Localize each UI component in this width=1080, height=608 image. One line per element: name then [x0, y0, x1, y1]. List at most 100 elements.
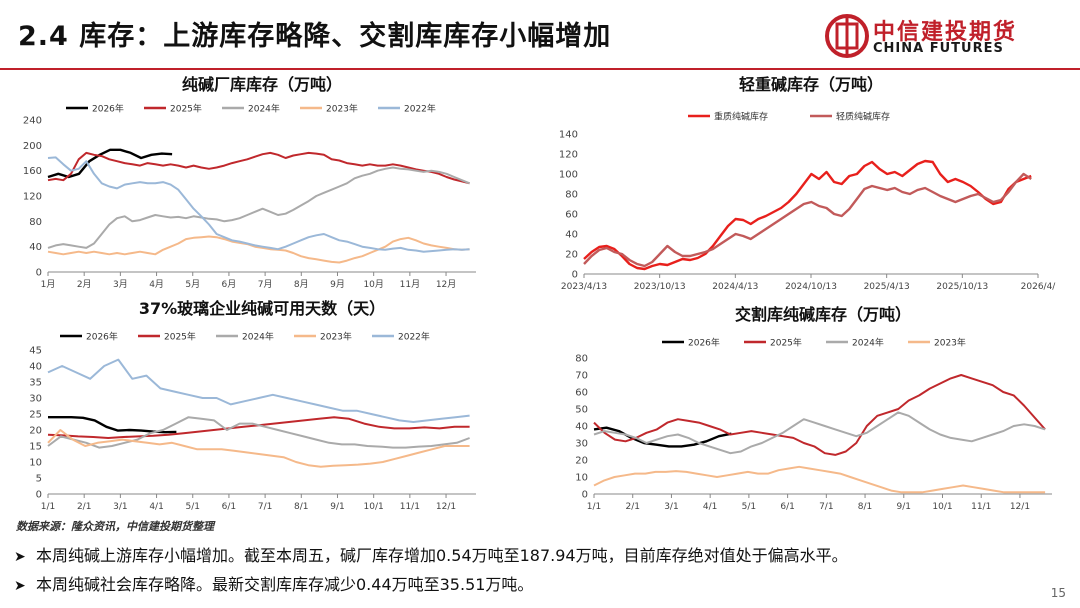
y-tick-label: 70: [575, 371, 588, 382]
legend-label: 2024年: [242, 331, 274, 343]
y-tick-label: 0: [36, 490, 42, 501]
x-tick-label: 2月: [77, 279, 92, 290]
x-tick-label: 2/1: [77, 502, 91, 512]
y-tick-label: 40: [565, 230, 578, 241]
x-tick-label: 12/1: [1010, 502, 1030, 512]
company-logo: 中信建投期货 CHINA FUTURES: [825, 12, 1065, 62]
y-tick-label: 0: [36, 268, 42, 279]
y-tick-label: 20: [29, 426, 42, 437]
x-tick-label: 11/1: [400, 502, 420, 512]
x-tick-label: 11/1: [971, 502, 991, 512]
x-tick-label: 5月: [185, 279, 200, 290]
x-tick-label: 2023/10/13: [634, 282, 686, 292]
x-tick-label: 1/1: [41, 502, 55, 512]
y-tick-label: 15: [29, 442, 42, 453]
x-tick-label: 10月: [363, 279, 383, 290]
x-tick-label: 8月: [294, 279, 309, 290]
x-tick-label: 12/1: [436, 502, 456, 512]
y-tick-label: 25: [29, 410, 42, 421]
page-number: 15: [1050, 586, 1066, 600]
x-tick-label: 9/1: [330, 502, 344, 512]
y-tick-label: 120: [559, 150, 578, 161]
arrow-bullet-icon: ➤: [14, 578, 26, 594]
logo-chinese-name: 中信建投期货: [873, 20, 1018, 45]
chart-title: 交割库纯碱库存（万吨）: [735, 305, 911, 324]
y-tick-label: 40: [29, 242, 42, 253]
y-tick-label: 160: [23, 166, 42, 177]
y-tick-label: 10: [575, 473, 588, 484]
x-tick-label: 6/1: [222, 502, 236, 512]
page-title: 2.4 库存：上游库存略降、交割库库存小幅增加: [18, 21, 612, 52]
title-divider: [0, 68, 1080, 70]
y-tick-label: 80: [565, 190, 578, 201]
series-line: [47, 156, 470, 253]
x-tick-label: 2024/10/13: [785, 282, 837, 292]
x-tick-label: 7月: [258, 279, 273, 290]
legend-label: 2026年: [92, 103, 124, 115]
x-tick-label: 10/1: [364, 502, 384, 512]
bullet-text: 本周纯碱社会库存略降。最新交割库库存减少0.44万吨至35.51万吨。: [36, 575, 534, 594]
series-line: [583, 172, 1032, 268]
y-tick-label: 45: [29, 346, 42, 357]
series-line: [593, 465, 1046, 494]
x-tick-label: 8/1: [294, 502, 308, 512]
series-line: [593, 374, 1046, 456]
x-tick-label: 1月: [41, 279, 56, 290]
legend-label: 2024年: [248, 103, 280, 115]
series-line: [593, 426, 732, 448]
legend-label: 2023年: [934, 337, 966, 349]
x-tick-label: 3/1: [664, 502, 678, 512]
y-tick-label: 50: [575, 405, 588, 416]
y-tick-label: 0: [572, 270, 578, 281]
arrow-bullet-icon: ➤: [14, 549, 26, 565]
x-tick-label: 4/1: [703, 502, 717, 512]
x-tick-label: 8/1: [858, 502, 872, 512]
series-line: [47, 151, 470, 185]
x-tick-label: 5/1: [742, 502, 756, 512]
x-tick-label: 1/1: [587, 502, 601, 512]
series-line: [48, 415, 177, 434]
legend-label: 2023年: [326, 103, 358, 115]
y-tick-label: 200: [23, 141, 42, 152]
y-tick-label: 80: [575, 354, 588, 365]
y-tick-label: 20: [565, 250, 578, 261]
legend-label: 2026年: [86, 331, 118, 343]
y-tick-label: 10: [29, 458, 42, 469]
x-tick-label: 2025/4/13: [864, 282, 910, 292]
legend-label: 2024年: [852, 337, 884, 349]
y-tick-label: 40: [575, 422, 588, 433]
chart-plant-inventory: 纯碱厂库库存（万吨） 2026年 2025年 2024年 2023年 2022年 0 40 80…: [23, 75, 476, 290]
x-tick-label: 7/1: [258, 502, 272, 512]
bullet-text: 本周纯碱上游库存小幅增加。截至本周五，碱厂库存增加0.54万吨至187.94万吨…: [36, 546, 848, 565]
bullet-point: ➤ 本周纯碱上游库存小幅增加。截至本周五，碱厂库存增加0.54万吨至187.94万…: [14, 542, 848, 566]
legend-label: 2022年: [404, 103, 436, 115]
x-tick-label: 2/1: [625, 502, 639, 512]
legend-label: 2025年: [164, 331, 196, 343]
y-tick-label: 40: [29, 362, 42, 373]
series-line: [583, 159, 1032, 271]
series-line: [593, 411, 1046, 455]
chart-delivery-warehouse-inventory: 交割库纯碱库存（万吨） 2026年 2025年 2024年 2023年 0 10 20 30 40…: [575, 305, 1052, 512]
legend-label: 2022年: [398, 331, 430, 343]
y-tick-label: 100: [559, 170, 578, 181]
x-tick-label: 6月: [222, 279, 237, 290]
x-tick-label: 2026/4/: [1021, 282, 1057, 292]
x-tick-label: 5/1: [185, 502, 199, 512]
legend-label: 2023年: [320, 331, 352, 343]
y-tick-label: 20: [575, 456, 588, 467]
series-line: [47, 235, 470, 264]
legend-label: 2026年: [688, 337, 720, 349]
legend-label: 2025年: [770, 337, 802, 349]
chart-light-heavy-inventory: 轻重碱库存（万吨） 重质纯碱库存 轻质纯碱库存 0 20 40 60 80 100 120 140 2…: [559, 75, 1057, 292]
chart-title: 37%玻璃企业纯碱可用天数（天）: [139, 299, 385, 318]
y-tick-label: 140: [559, 130, 578, 141]
x-tick-label: 11月: [400, 279, 420, 290]
y-tick-label: 60: [575, 388, 588, 399]
y-tick-label: 30: [29, 394, 42, 405]
x-tick-label: 4月: [149, 279, 164, 290]
y-tick-label: 240: [23, 116, 42, 127]
x-tick-label: 12月: [436, 279, 456, 290]
y-tick-label: 0: [582, 490, 588, 501]
legend-label: 重质纯碱库存: [714, 111, 768, 123]
x-tick-label: 6/1: [780, 502, 794, 512]
